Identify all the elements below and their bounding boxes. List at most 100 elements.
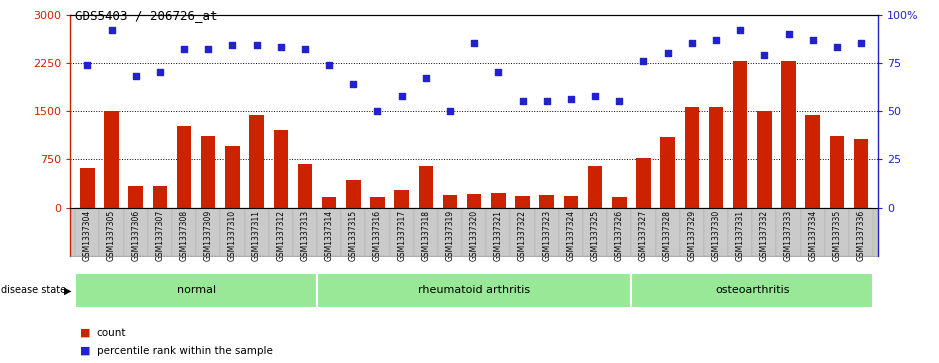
Bar <box>225 147 239 208</box>
Bar <box>221 208 244 256</box>
Bar <box>655 208 680 256</box>
Text: GSM1337328: GSM1337328 <box>663 210 672 261</box>
Text: GSM1337316: GSM1337316 <box>373 210 382 261</box>
Point <box>152 70 167 76</box>
Text: GSM1337335: GSM1337335 <box>832 210 841 261</box>
Text: GSM1337323: GSM1337323 <box>542 210 551 261</box>
Bar <box>612 197 626 208</box>
Bar <box>201 135 215 208</box>
Bar <box>608 208 631 256</box>
Point <box>515 98 530 104</box>
Bar <box>196 208 221 256</box>
Text: GSM1337333: GSM1337333 <box>784 210 793 261</box>
Text: GSM1337324: GSM1337324 <box>566 210 576 261</box>
Point <box>708 37 723 42</box>
Bar <box>370 197 385 208</box>
Point <box>249 42 264 48</box>
Bar <box>830 136 844 208</box>
Bar <box>104 111 118 208</box>
Point <box>322 62 337 68</box>
Point <box>829 44 844 50</box>
Text: GSM1337329: GSM1337329 <box>687 210 697 261</box>
Text: GSM1337314: GSM1337314 <box>325 210 333 261</box>
Text: ■: ■ <box>80 346 90 356</box>
Bar <box>728 208 752 256</box>
Bar <box>414 208 438 256</box>
Text: GSM1337325: GSM1337325 <box>591 210 600 261</box>
Point <box>757 52 772 58</box>
Text: GSM1337322: GSM1337322 <box>518 210 527 261</box>
Text: GSM1337312: GSM1337312 <box>276 210 285 261</box>
Bar <box>583 208 608 256</box>
Text: GDS5403 / 206726_at: GDS5403 / 206726_at <box>75 9 218 22</box>
Bar <box>75 208 100 256</box>
Bar <box>75 273 317 308</box>
Bar <box>244 208 269 256</box>
Point <box>177 46 192 52</box>
Bar <box>293 208 317 256</box>
Bar <box>757 111 772 208</box>
Bar <box>801 208 824 256</box>
Bar <box>172 208 196 256</box>
Point <box>563 97 578 102</box>
Text: GSM1337319: GSM1337319 <box>445 210 454 261</box>
Bar <box>129 186 143 208</box>
Point <box>129 73 144 79</box>
Text: percentile rank within the sample: percentile rank within the sample <box>97 346 272 356</box>
Point <box>419 76 434 81</box>
Text: GSM1337318: GSM1337318 <box>422 210 430 261</box>
Bar <box>854 139 869 208</box>
Bar <box>491 193 505 208</box>
Bar <box>806 115 820 208</box>
Text: GSM1337331: GSM1337331 <box>735 210 745 261</box>
Text: osteoarthritis: osteoarthritis <box>715 285 790 295</box>
Text: GSM1337310: GSM1337310 <box>228 210 237 261</box>
Bar <box>752 208 777 256</box>
Point <box>611 98 626 104</box>
Bar <box>709 107 723 208</box>
Text: rheumatoid arthritis: rheumatoid arthritis <box>418 285 531 295</box>
Bar <box>777 208 801 256</box>
Bar <box>631 208 655 256</box>
Point <box>104 27 119 33</box>
Bar <box>540 195 554 208</box>
Bar <box>177 126 192 208</box>
Bar <box>365 208 390 256</box>
Bar <box>419 167 433 208</box>
Text: GSM1337307: GSM1337307 <box>155 210 164 261</box>
Text: GSM1337336: GSM1337336 <box>856 210 866 261</box>
Bar <box>124 208 147 256</box>
Text: GSM1337320: GSM1337320 <box>470 210 479 261</box>
Text: GSM1337306: GSM1337306 <box>131 210 140 261</box>
Point <box>201 46 216 52</box>
Point <box>491 70 506 76</box>
Bar <box>443 195 457 208</box>
Bar <box>680 208 704 256</box>
Text: GSM1337309: GSM1337309 <box>204 210 213 261</box>
Point <box>539 98 554 104</box>
Point <box>636 58 651 64</box>
Bar <box>486 208 511 256</box>
Point <box>685 41 700 46</box>
Text: ■: ■ <box>80 327 90 338</box>
Text: normal: normal <box>177 285 216 295</box>
Text: GSM1337330: GSM1337330 <box>712 210 720 261</box>
Bar <box>588 167 602 208</box>
Text: GSM1337305: GSM1337305 <box>107 210 116 261</box>
Point <box>467 41 482 46</box>
Point <box>854 41 869 46</box>
Bar <box>80 168 95 208</box>
Text: GSM1337311: GSM1337311 <box>252 210 261 261</box>
Bar <box>704 208 728 256</box>
Bar <box>685 107 699 208</box>
Bar <box>660 137 675 208</box>
Bar <box>824 208 849 256</box>
Point <box>781 31 796 37</box>
Bar <box>511 208 534 256</box>
Point <box>298 46 313 52</box>
Bar <box>849 208 873 256</box>
Bar <box>341 208 365 256</box>
Text: GSM1337327: GSM1337327 <box>639 210 648 261</box>
Bar <box>637 158 651 208</box>
Bar <box>534 208 559 256</box>
